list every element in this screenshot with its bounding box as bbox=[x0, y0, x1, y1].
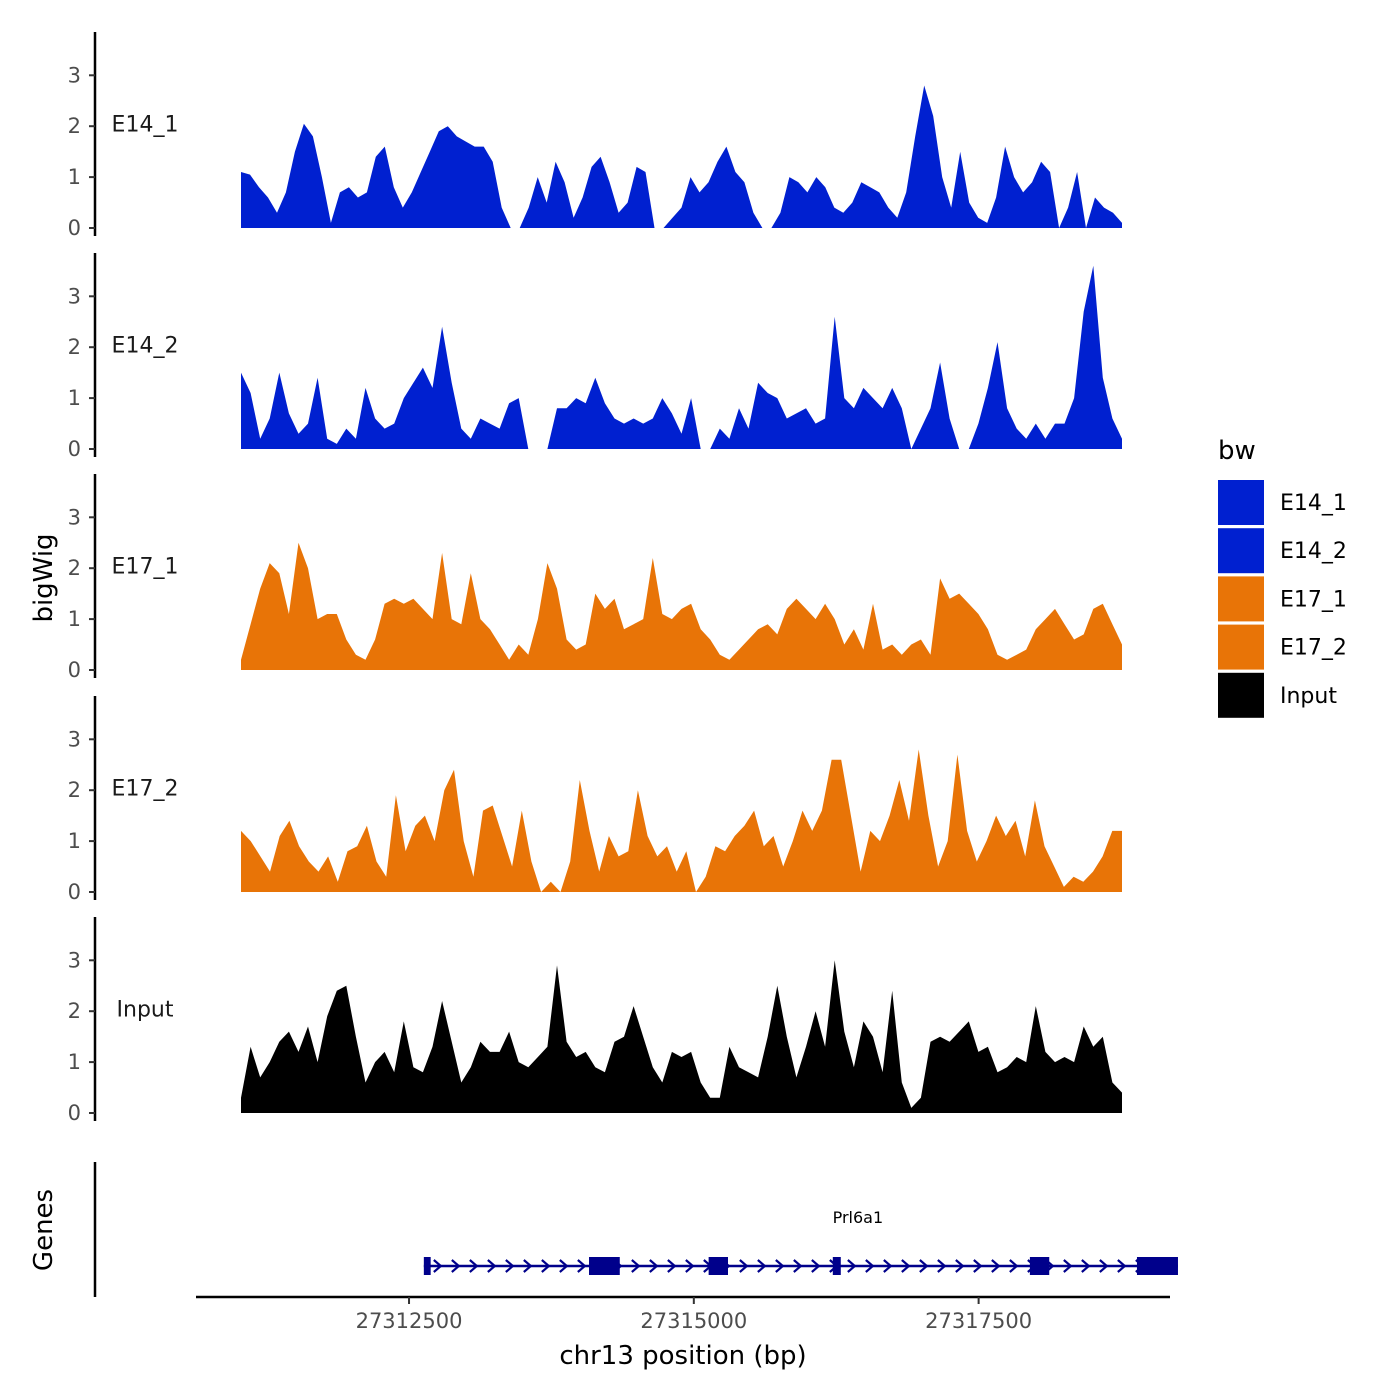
y-tick-label: 2 bbox=[68, 999, 81, 1023]
coverage-area-E17_1 bbox=[241, 542, 1122, 670]
y-tick-label: 3 bbox=[68, 727, 81, 751]
strand-arrow bbox=[811, 1259, 821, 1273]
legend-label-E17_1: E17_1 bbox=[1280, 587, 1347, 612]
exon bbox=[832, 1257, 841, 1275]
y-tick-label: 2 bbox=[68, 335, 81, 359]
legend-key-E14_1 bbox=[1218, 480, 1264, 525]
strand-arrow bbox=[505, 1259, 515, 1273]
exon bbox=[1136, 1257, 1178, 1275]
strand-arrow bbox=[883, 1259, 893, 1273]
y-tick-label: 2 bbox=[68, 556, 81, 580]
strand-arrow bbox=[1063, 1259, 1073, 1273]
track-label-E17_1: E17_1 bbox=[112, 555, 179, 580]
exon bbox=[423, 1257, 431, 1275]
strand-arrow bbox=[469, 1259, 479, 1273]
track-E17_2: 0 1 2 3 E17_2 bbox=[68, 696, 1122, 904]
strand-arrow bbox=[955, 1259, 965, 1273]
strand-arrow bbox=[631, 1259, 641, 1273]
coverage-area-Input bbox=[241, 960, 1122, 1113]
y-tick-label: 0 bbox=[68, 216, 81, 240]
coverage-tracks: 0 1 2 3 E14_1 0 1 2 3 E14_2 0 1 2 3 E17_1 0 1 2 3 E17_2 0 1 2 3… bbox=[68, 32, 1122, 1125]
y-tick-label: 3 bbox=[68, 505, 81, 529]
strand-arrow bbox=[775, 1259, 785, 1273]
legend-label-E14_2: E14_2 bbox=[1280, 539, 1347, 564]
y-tick-label: 1 bbox=[68, 607, 81, 631]
track-label-E14_2: E14_2 bbox=[112, 334, 179, 359]
exon bbox=[1029, 1257, 1050, 1275]
strand-arrow bbox=[793, 1259, 803, 1273]
legend-label-E17_2: E17_2 bbox=[1280, 636, 1347, 661]
coverage-area-E14_2 bbox=[241, 265, 1122, 449]
strand-arrow bbox=[1009, 1259, 1019, 1273]
strand-arrow bbox=[901, 1259, 911, 1273]
strand-arrow bbox=[559, 1259, 569, 1273]
legend-title: bw bbox=[1218, 436, 1256, 466]
strand-arrow bbox=[451, 1259, 461, 1273]
y-tick-label: 3 bbox=[68, 284, 81, 308]
strand-arrow bbox=[1081, 1259, 1091, 1273]
legend-key-Input bbox=[1218, 672, 1264, 718]
strand-arrow bbox=[847, 1259, 857, 1273]
y-tick-label: 0 bbox=[68, 1101, 81, 1125]
legend-key-E14_2 bbox=[1218, 528, 1264, 574]
strand-arrow bbox=[1117, 1259, 1127, 1273]
track-label-E17_2: E17_2 bbox=[112, 777, 179, 802]
track-E17_1: 0 1 2 3 E17_1 bbox=[68, 474, 1122, 682]
strand-arrow bbox=[523, 1259, 533, 1273]
x-axis-title: chr13 position (bp) bbox=[559, 1341, 806, 1371]
y-tick-label: 1 bbox=[68, 386, 81, 410]
strand-arrow bbox=[991, 1259, 1001, 1273]
coverage-area-E14_1 bbox=[241, 85, 1122, 228]
y-tick-label: 3 bbox=[68, 948, 81, 972]
exon bbox=[589, 1257, 620, 1275]
strand-arrow bbox=[865, 1259, 875, 1273]
strand-arrow bbox=[757, 1259, 767, 1273]
y-tick-label: 3 bbox=[68, 63, 81, 87]
strand-arrow bbox=[487, 1259, 497, 1273]
track-Input: 0 1 2 3 Input bbox=[68, 917, 1122, 1125]
x-tick-label: 27315000 bbox=[640, 1309, 747, 1333]
strand-arrow bbox=[667, 1259, 677, 1273]
strand-arrow bbox=[649, 1259, 659, 1273]
x-tick-label: 27317500 bbox=[925, 1309, 1032, 1333]
x-axis: 27312500 27315000 27317500 bbox=[196, 1295, 1170, 1333]
y-axis-title: bigWig bbox=[29, 533, 59, 622]
legend-key-E17_1 bbox=[1218, 576, 1264, 622]
exon bbox=[708, 1257, 728, 1275]
y-tick-label: 2 bbox=[68, 778, 81, 802]
y-tick-label: 2 bbox=[68, 114, 81, 138]
strand-arrow bbox=[973, 1259, 983, 1273]
legend-label-E14_1: E14_1 bbox=[1280, 491, 1347, 516]
strand-arrow bbox=[541, 1259, 551, 1273]
strand-arrow bbox=[919, 1259, 929, 1273]
x-tick-label: 27312500 bbox=[356, 1309, 463, 1333]
track-E14_1: 0 1 2 3 E14_1 bbox=[68, 32, 1122, 240]
legend: bw E14_1 E14_2 E17_1 E17_2 Input bbox=[1218, 436, 1347, 718]
gene-track: Prl6a1 bbox=[93, 1162, 1178, 1297]
track-label-Input: Input bbox=[117, 998, 174, 1023]
gene-Prl6a1: Prl6a1 bbox=[423, 1208, 1178, 1275]
gene-name-label: Prl6a1 bbox=[833, 1208, 884, 1227]
strand-arrow bbox=[685, 1259, 695, 1273]
y-tick-label: 1 bbox=[68, 165, 81, 189]
y-tick-label: 0 bbox=[68, 880, 81, 904]
track-label-E14_1: E14_1 bbox=[112, 113, 179, 138]
legend-key-E17_2 bbox=[1218, 624, 1264, 670]
coverage-area-E17_2 bbox=[241, 749, 1122, 892]
strand-arrow bbox=[937, 1259, 947, 1273]
y-tick-label: 0 bbox=[68, 658, 81, 682]
strand-arrow bbox=[433, 1259, 443, 1273]
legend-label-Input: Input bbox=[1280, 684, 1337, 709]
y-tick-label: 1 bbox=[68, 829, 81, 853]
y-tick-label: 0 bbox=[68, 437, 81, 461]
y-tick-label: 1 bbox=[68, 1050, 81, 1074]
track-E14_2: 0 1 2 3 E14_2 bbox=[68, 253, 1122, 461]
strand-arrow bbox=[739, 1259, 749, 1273]
genes-track-title: Genes bbox=[29, 1189, 59, 1271]
strand-arrow bbox=[577, 1259, 587, 1273]
strand-arrow bbox=[1099, 1259, 1109, 1273]
